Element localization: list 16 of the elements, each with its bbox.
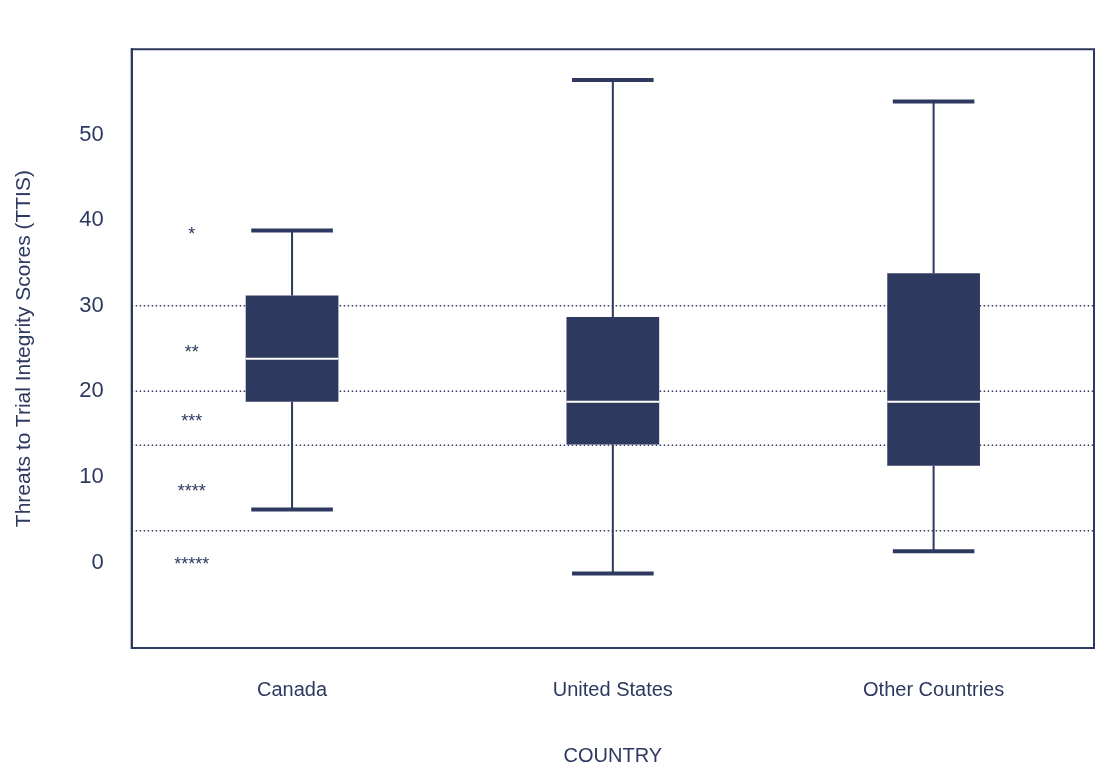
y-tick-label: 50: [79, 120, 104, 146]
y-tick-label: 10: [79, 462, 104, 488]
x-tick-label: Canada: [257, 677, 328, 700]
annotation: *****: [174, 553, 210, 574]
y-tick-label: 0: [91, 548, 104, 574]
annotation: *: [188, 223, 196, 244]
y-tick-label: 20: [79, 377, 104, 403]
y-tick-label: 40: [79, 206, 104, 232]
x-tick-label: Other Countries: [863, 677, 1005, 700]
y-axis-title: Threats to Trial Integrity Scores (TTIS): [11, 170, 35, 528]
x-axis-title: COUNTRY: [563, 743, 663, 766]
annotation: **: [184, 341, 199, 362]
x-tick-label: United States: [552, 677, 673, 700]
annotation: ***: [181, 411, 203, 432]
annotation: ****: [177, 481, 206, 501]
y-tick-label: 30: [79, 291, 104, 317]
